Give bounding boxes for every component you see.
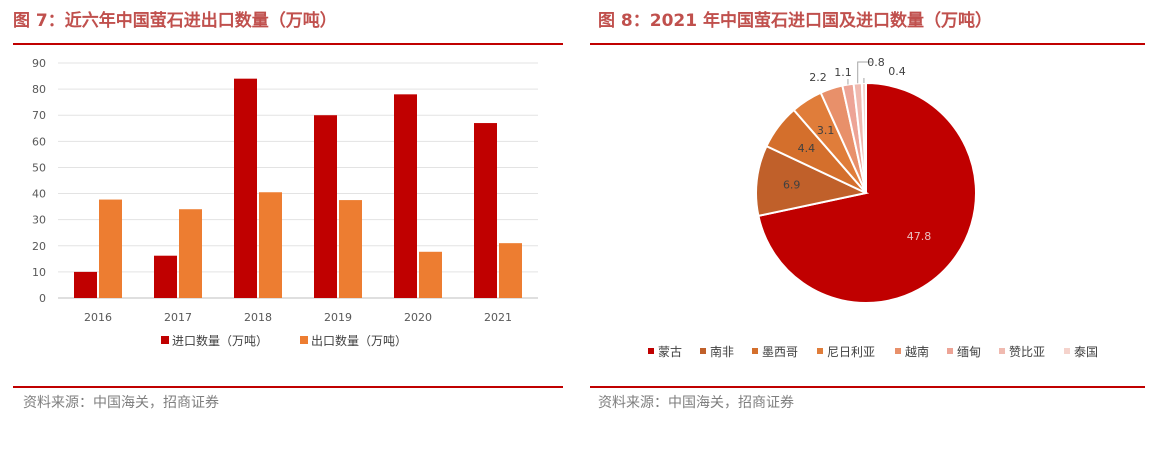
legend-label: 墨西哥	[762, 345, 798, 359]
y-tick-label: 70	[32, 109, 46, 122]
x-tick-label: 2018	[244, 311, 272, 324]
import-bar	[394, 94, 417, 298]
figure-8-title: 图 8：2021 年中国萤石进口国及进口数量（万吨）	[598, 11, 992, 31]
pie-data-label: 0.4	[888, 65, 906, 78]
pie-leader-line	[857, 61, 872, 84]
figure-7-bottom-rule	[13, 386, 563, 388]
figure-7-title: 图 7：近六年中国萤石进出口数量（万吨）	[13, 11, 337, 31]
pie-data-label: 4.4	[798, 142, 816, 155]
figure-7-top-rule	[13, 43, 563, 45]
export-bar	[499, 243, 522, 298]
pie-data-label: 3.1	[817, 124, 835, 137]
y-tick-label: 60	[32, 135, 46, 148]
y-tick-label: 90	[32, 57, 46, 70]
legend-label: 泰国	[1074, 345, 1098, 359]
figure-7-panel: 图 7：近六年中国萤石进出口数量（万吨） 0 10 20 30 40 50 60 70 80 90…	[0, 0, 568, 449]
export-bar	[259, 192, 282, 298]
x-tick-label: 2021	[484, 311, 512, 324]
export-bar	[419, 251, 442, 298]
export-bar	[99, 199, 122, 298]
legend-swatch	[895, 348, 901, 354]
legend-swatch	[700, 348, 706, 354]
y-tick-label: 30	[32, 214, 46, 227]
import-bar	[74, 271, 97, 298]
y-tick-label: 10	[32, 266, 46, 279]
y-tick-label: 80	[32, 83, 46, 96]
legend-swatch	[648, 348, 654, 354]
import-bar	[154, 255, 177, 298]
import-bar	[474, 123, 497, 298]
legend-label: 南非	[710, 344, 734, 359]
legend-label: 蒙古	[658, 344, 682, 359]
y-tick-label: 20	[32, 240, 46, 253]
pie-data-label: 6.9	[783, 178, 801, 191]
legend-swatch	[752, 348, 758, 354]
pie-slice-8	[860, 81, 867, 194]
figure-8-source: 资料来源：中国海关，招商证券	[598, 395, 794, 411]
pie-data-label: 1.1	[834, 66, 852, 79]
figure-7-source: 资料来源：中国海关，招商证券	[23, 395, 219, 411]
import-origin-pie-chart: 47.8 6.9 4.43.1 2.2 1.1 0.80.4 蒙古 南非 墨西哥 尼日利亚 越南 缅甸…	[648, 56, 1098, 359]
legend-label: 赞比亚	[1009, 345, 1045, 359]
legend-label: 缅甸	[957, 345, 981, 359]
x-tick-label: 2019	[324, 311, 352, 324]
x-tick-label: 2016	[84, 311, 112, 324]
legend-import-label: 进口数量（万吨）	[172, 333, 268, 348]
legend-swatch	[999, 348, 1005, 354]
pie-slice-2	[755, 144, 870, 218]
y-tick-label: 40	[32, 188, 46, 201]
legend-label: 越南	[905, 344, 929, 359]
figure-8-top-rule	[590, 43, 1145, 45]
legend-export-swatch	[300, 336, 308, 344]
x-tick-label: 2020	[404, 311, 432, 324]
export-bar	[179, 209, 202, 298]
import-bar	[314, 115, 337, 298]
import-export-bar-chart: 0 10 20 30 40 50 60 70 80 90 2016 2017 2018 2019 2020 2…	[32, 57, 538, 348]
y-tick-label: 0	[39, 292, 46, 305]
legend-export-label: 出口数量（万吨）	[311, 333, 407, 348]
legend-label: 尼日利亚	[827, 345, 875, 359]
pie-data-label: 47.8	[907, 230, 932, 243]
pie-data-label: 2.2	[809, 71, 827, 84]
legend-swatch	[947, 348, 953, 354]
import-bar	[234, 78, 257, 299]
figure-8-panel: 图 8：2021 年中国萤石进口国及进口数量（万吨） 47.8 6.9 4.4 3.1…	[590, 0, 1156, 449]
y-tick-label: 50	[32, 161, 46, 174]
pie-data-label: 0.8	[867, 56, 885, 69]
figure-8-bottom-rule	[590, 386, 1145, 388]
export-bar	[339, 200, 362, 298]
x-tick-label: 2017	[164, 311, 192, 324]
legend-import-swatch	[161, 336, 169, 344]
legend-swatch	[817, 348, 823, 354]
legend-swatch	[1064, 348, 1070, 354]
